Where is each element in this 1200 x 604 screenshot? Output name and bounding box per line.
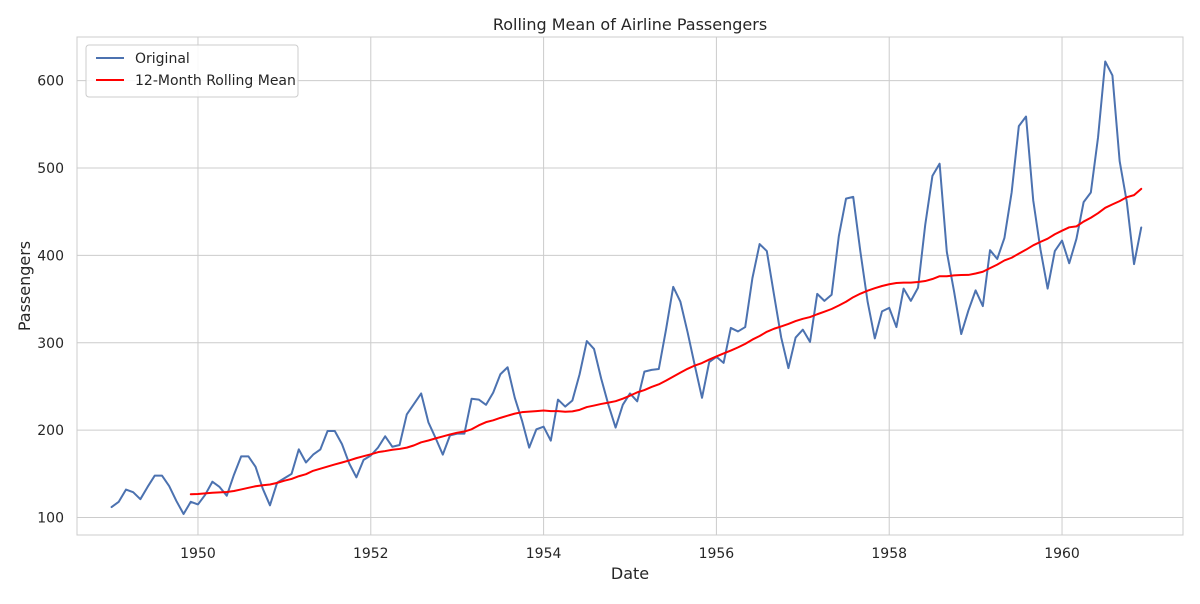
y-tick-label: 100 bbox=[37, 511, 64, 527]
chart-title: Rolling Mean of Airline Passengers bbox=[493, 15, 767, 34]
legend-label-original: Original bbox=[135, 51, 190, 67]
y-tick-label: 300 bbox=[37, 336, 64, 352]
y-tick-label: 400 bbox=[37, 248, 64, 264]
series-line-original bbox=[110, 60, 1143, 516]
y-tick-label: 500 bbox=[37, 161, 64, 177]
x-tick-label: 1960 bbox=[1044, 546, 1080, 562]
y-axis-label: Passengers bbox=[15, 241, 34, 331]
y-tick-label: 600 bbox=[37, 74, 64, 90]
tick-labels: 1950 1952 1954 1956 1958 1960 100 200 300 400 500 6… bbox=[37, 74, 1080, 562]
series-line-rolling-mean bbox=[189, 187, 1143, 496]
legend-box bbox=[85, 44, 299, 98]
plot-area bbox=[76, 36, 1184, 536]
x-tick-label: 1956 bbox=[699, 546, 735, 562]
x-tick-label: 1950 bbox=[180, 546, 216, 562]
x-axis-label: Date bbox=[611, 564, 649, 583]
x-tick-label: 1954 bbox=[526, 546, 562, 562]
series-lines bbox=[110, 60, 1143, 516]
x-tick-label: 1952 bbox=[353, 546, 389, 562]
legend: Original 12-Month Rolling Mean bbox=[85, 44, 299, 98]
y-tick-label: 200 bbox=[37, 423, 64, 439]
x-tick-label: 1958 bbox=[871, 546, 907, 562]
legend-label-rolling-mean: 12-Month Rolling Mean bbox=[135, 73, 296, 89]
